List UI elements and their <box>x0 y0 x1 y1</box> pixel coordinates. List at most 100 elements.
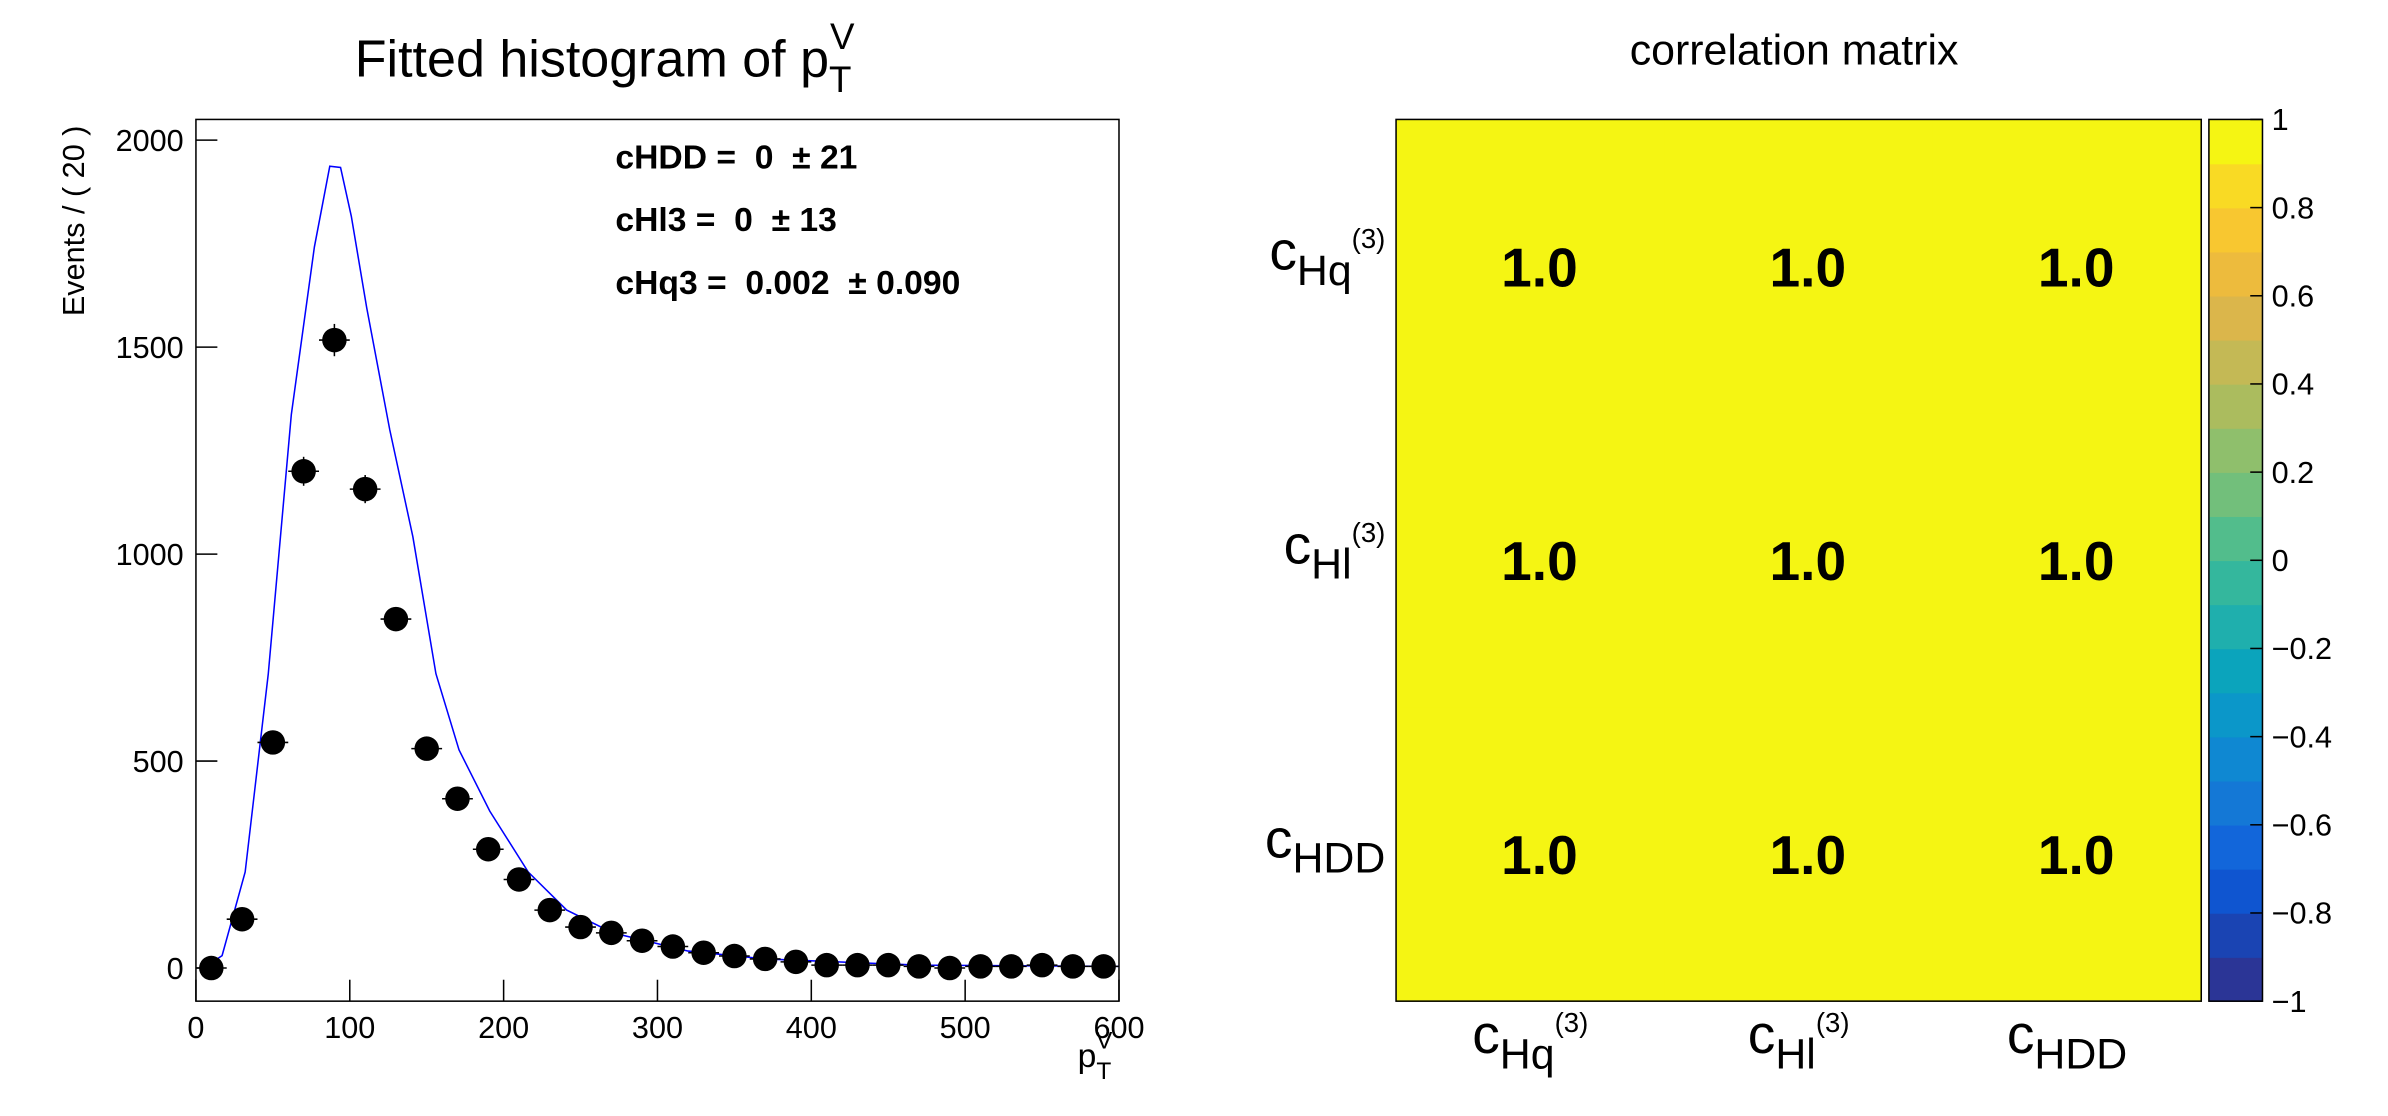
label-base: c <box>1265 807 1293 869</box>
cell-label: 1.0 <box>1501 236 1578 298</box>
data-point <box>322 327 347 353</box>
colorbar-tick-label: −0.4 <box>2272 720 2332 754</box>
heatmap-cell <box>1932 413 2203 709</box>
x-label-text: p <box>1078 1038 1097 1075</box>
cell-label: 1.0 <box>1770 824 1847 886</box>
colorbar-band <box>2208 648 2263 694</box>
data-point <box>445 786 470 811</box>
data-point <box>1091 954 1116 979</box>
title-text: Fitted histogram of p <box>355 31 829 89</box>
colorbar-band <box>2208 119 2263 165</box>
label-sub: Hq <box>1297 247 1352 295</box>
title-sub: T <box>829 59 851 100</box>
colorbar-band <box>2208 957 2263 1002</box>
heatmap-cell <box>1396 119 1666 415</box>
data-point <box>291 459 316 484</box>
data-point <box>752 946 778 972</box>
label-sub: HDD <box>1292 835 1385 883</box>
x-label-sup: V <box>1096 1028 1113 1055</box>
cell-label: 1.0 <box>2038 530 2115 592</box>
cell-label: 1.0 <box>1770 236 1847 298</box>
data-point <box>968 954 993 979</box>
data-point <box>1029 952 1055 978</box>
data-point <box>875 952 901 978</box>
heatmap-cell <box>1396 413 1666 709</box>
colorbar-band <box>2208 692 2263 738</box>
label-sub: Hl <box>1311 541 1351 589</box>
colorbar-tick-label: −0.6 <box>2272 809 2332 843</box>
cell-label: 1.0 <box>1501 824 1578 886</box>
y-axis-label: Events / ( 20 ) <box>57 126 91 317</box>
heatmap-cell <box>1664 707 1934 1002</box>
data-point <box>537 897 563 923</box>
colorbar-band <box>2208 824 2263 870</box>
colorbar-band <box>2208 868 2263 914</box>
colorbar-tick-label: 1 <box>2272 103 2289 137</box>
cell-label: 1.0 <box>2038 236 2115 298</box>
colorbar-band <box>2208 736 2263 782</box>
heatmap-cell <box>1664 413 1934 709</box>
heatmap-cell <box>1932 119 2203 415</box>
cell-label: 1.0 <box>2038 824 2115 886</box>
heatmap-cell <box>1664 119 1934 415</box>
data-point <box>506 867 532 892</box>
axis-category-label: cHl(3) <box>1748 1003 1850 1078</box>
colorbar-band <box>2208 207 2263 253</box>
cell-label: 1.0 <box>1770 530 1847 592</box>
data-point <box>999 954 1024 979</box>
colorbar-band <box>2208 383 2263 429</box>
data-point <box>660 934 686 959</box>
colorbar-tick-label: −0.8 <box>2272 897 2332 931</box>
data-point <box>629 928 655 953</box>
label-base: c <box>1269 219 1297 281</box>
data-point <box>414 736 439 761</box>
y-tick-label: 1500 <box>116 331 184 365</box>
colorbar-band <box>2208 912 2263 958</box>
fit-annotation: cHl3 = 0 ± 13 <box>615 202 836 239</box>
title-sup: V <box>830 16 855 57</box>
colorbar-tick-label: −0.2 <box>2272 632 2332 666</box>
data-point <box>1060 954 1086 979</box>
label-sub: Hq <box>1500 1031 1555 1079</box>
label-base: c <box>1748 1003 1776 1065</box>
label-sup: (3) <box>1555 1007 1589 1038</box>
y-tick-label: 2000 <box>116 124 184 158</box>
axis-category-label: cHDD <box>2007 1003 2127 1078</box>
axis-category-label: cHl(3) <box>1284 513 1386 588</box>
data-point <box>260 730 286 755</box>
data-point <box>568 914 593 940</box>
label-sup: (3) <box>1352 517 1386 548</box>
colorbar-tick-label: 0.4 <box>2272 368 2315 402</box>
data-point <box>845 952 870 978</box>
y-tick-label: 1000 <box>116 538 184 572</box>
y-tick-label: 500 <box>133 745 184 779</box>
data-point <box>906 954 932 979</box>
data-point <box>229 906 255 932</box>
data-point <box>352 476 378 502</box>
x-tick-label: 100 <box>324 1011 375 1045</box>
colorbar-band <box>2208 604 2263 650</box>
label-base: c <box>1472 1003 1500 1065</box>
colorbar-tick-label: 0.8 <box>2272 191 2315 225</box>
x-tick-label: 200 <box>478 1011 529 1045</box>
left-title: Fitted histogram of pTV <box>355 16 855 100</box>
x-tick-label: 500 <box>940 1011 991 1045</box>
colorbar-band <box>2208 516 2263 562</box>
colorbar-tick-label: −1 <box>2272 985 2307 1019</box>
data-point <box>691 940 716 965</box>
data-point <box>783 949 809 975</box>
label-sub: Hl <box>1775 1031 1815 1079</box>
x-tick-label: 400 <box>786 1011 837 1045</box>
label-sup: (3) <box>1352 223 1386 254</box>
x-tick-label: 600 <box>1093 1011 1144 1045</box>
colorbar-tick-label: 0.6 <box>2272 279 2315 313</box>
data-point <box>383 606 409 632</box>
label-base: c <box>2007 1003 2035 1065</box>
colorbar-band <box>2208 163 2263 209</box>
colorbar-band <box>2208 560 2263 606</box>
colorbar-band <box>2208 428 2263 473</box>
colorbar-band <box>2208 251 2263 297</box>
x-tick-label: 300 <box>632 1011 683 1045</box>
